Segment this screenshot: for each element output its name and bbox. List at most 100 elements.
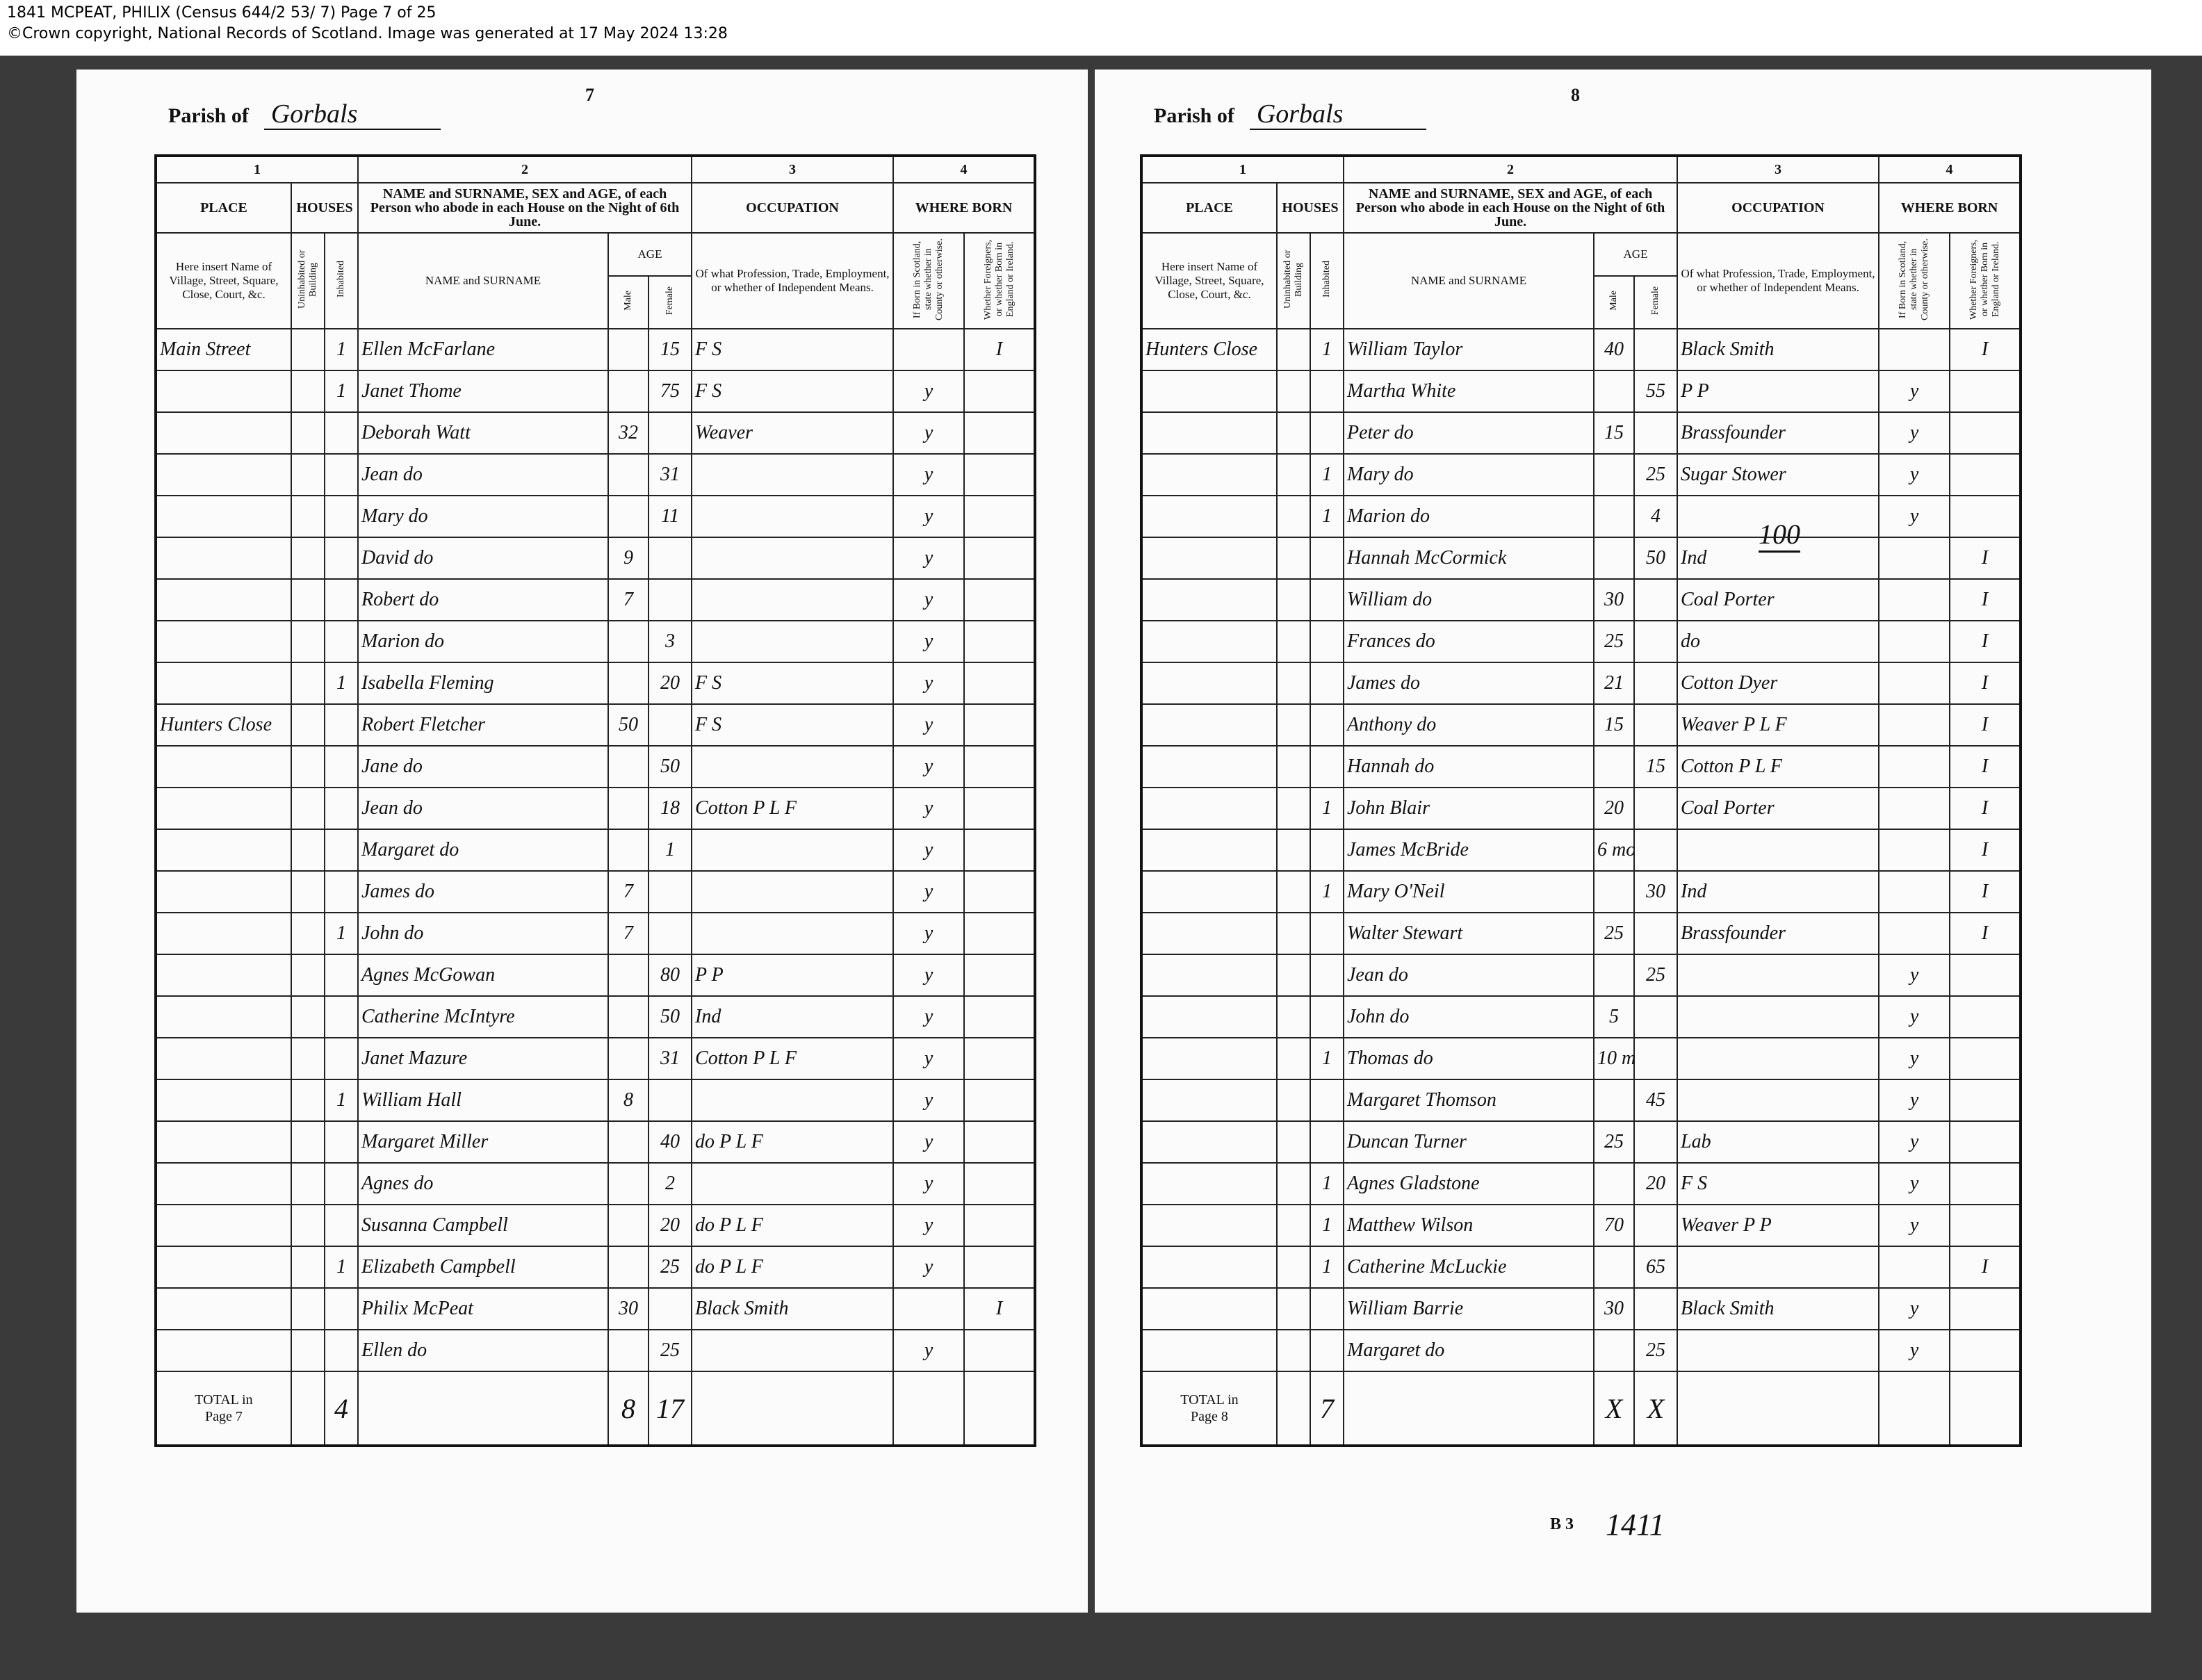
- female-cell: [1633, 1204, 1679, 1247]
- female-cell: 15: [1633, 745, 1679, 788]
- born-elsewhere-cell: [1949, 495, 2022, 538]
- occupation-cell: [691, 745, 895, 788]
- female-cell: 20: [647, 662, 693, 705]
- column-heading: Inhabited: [1310, 232, 1344, 329]
- occupation-cell: Cotton P L F: [691, 1037, 895, 1080]
- male-cell: [607, 370, 649, 413]
- male-cell: 7: [607, 912, 649, 955]
- inhabited-cell: [324, 703, 359, 747]
- occupation-cell: Weaver: [691, 411, 895, 455]
- total-cell: [1343, 1371, 1595, 1446]
- female-cell: 65: [1633, 1246, 1679, 1289]
- person-row: William do 30 Coal Porter I: [1141, 578, 2022, 621]
- person-row: James do 21 Cotton Dyer I: [1141, 662, 2022, 705]
- born-elsewhere-cell: I: [1949, 870, 2022, 913]
- total-cell: [291, 1371, 325, 1446]
- name-cell: Hannah McCormick: [1343, 537, 1595, 580]
- occupation-cell: [691, 578, 895, 621]
- total-cell: [357, 1371, 609, 1446]
- place-cell: [155, 1329, 292, 1372]
- uninhabited-cell: [1276, 370, 1311, 413]
- person-row: David do 9 y: [155, 537, 1036, 580]
- female-cell: 20: [647, 1204, 693, 1247]
- born-elsewhere-cell: [1949, 1037, 2022, 1080]
- male-cell: [607, 1162, 649, 1205]
- born-scotland-cell: y: [1878, 1287, 1951, 1330]
- female-cell: 75: [647, 370, 693, 413]
- total-label: TOTAL in: [195, 1392, 253, 1408]
- born-elsewhere-cell: [1949, 954, 2022, 997]
- place-cell: [155, 870, 292, 913]
- parish: Parish of Gorbals: [168, 99, 441, 130]
- female-cell: 45: [1633, 1079, 1679, 1122]
- name-cell: Agnes do: [357, 1162, 609, 1205]
- header-line: ©Crown copyright, National Records of Sc…: [7, 25, 728, 42]
- born-elsewhere-cell: [963, 745, 1036, 788]
- born-elsewhere-cell: I: [1949, 662, 2022, 705]
- name-cell: Jean do: [1343, 954, 1595, 997]
- occupation-cell: Brassfounder: [1677, 912, 1880, 955]
- uninhabited-cell: [1276, 995, 1311, 1038]
- uninhabited-cell: [291, 1204, 325, 1247]
- person-row: Hannah do 15 Cotton P L F I: [1141, 745, 2022, 788]
- inhabited-cell: [324, 411, 359, 455]
- place-cell: Hunters Close: [1141, 328, 1278, 371]
- heading-row: PLACE HOUSES NAME and SURNAME, SEX and AGE…: [155, 182, 1036, 234]
- name-cell: Isabella Fleming: [357, 662, 609, 705]
- inhabited-cell: [324, 787, 359, 830]
- uninhabited-cell: [291, 1037, 325, 1080]
- name-cell: Walter Stewart: [1343, 912, 1595, 955]
- person-row: 1 Catherine McLuckie 65 I: [1141, 1246, 2022, 1289]
- uninhabited-cell: [291, 1079, 325, 1122]
- born-elsewhere-cell: [1949, 1079, 2022, 1122]
- person-row: 1 John Blair 20 Coal Porter I: [1141, 787, 2022, 830]
- inhabited-cell: 1: [324, 1246, 359, 1289]
- inhabited-cell: [1310, 912, 1344, 955]
- female-cell: [647, 1079, 693, 1122]
- person-row: Philix McPeat 30 Black Smith I: [155, 1287, 1036, 1330]
- inhabited-cell: 1: [324, 912, 359, 955]
- female-cell: 25: [1633, 954, 1679, 997]
- name-cell: John do: [1343, 995, 1595, 1038]
- male-cell: [607, 453, 649, 496]
- name-cell: Marion do: [357, 620, 609, 663]
- male-cell: [607, 1246, 649, 1289]
- name-cell: Susanna Campbell: [357, 1204, 609, 1247]
- born-elsewhere-cell: [963, 620, 1036, 663]
- uninhabited-cell: [1276, 1287, 1311, 1330]
- born-elsewhere-cell: [1949, 411, 2022, 455]
- occupation-cell: P P: [1677, 370, 1880, 413]
- occupation-cell: Weaver P P: [1677, 1204, 1880, 1247]
- name-cell: Mary do: [357, 495, 609, 538]
- place-cell: [155, 787, 292, 830]
- person-row: Anthony do 15 Weaver P L F I: [1141, 703, 2022, 747]
- inhabited-cell: [1310, 1079, 1344, 1122]
- parish-name: Gorbals: [263, 99, 441, 130]
- born-elsewhere-cell: I: [963, 328, 1036, 371]
- female-cell: [1633, 995, 1679, 1038]
- column-heading: 4: [1878, 155, 2022, 184]
- uninhabited-cell: [1276, 829, 1311, 872]
- born-scotland-cell: [1878, 328, 1951, 371]
- person-row: Hannah McCormick 50 Ind I: [1141, 537, 2022, 580]
- born-scotland-cell: y: [1878, 1329, 1951, 1372]
- person-row: Margaret do 1 y: [155, 829, 1036, 872]
- inhabited-cell: [1310, 620, 1344, 663]
- column-heading: OCCUPATION: [691, 182, 895, 234]
- born-elsewhere-cell: [1949, 370, 2022, 413]
- occupation-cell: [691, 537, 895, 580]
- male-cell: 30: [607, 1287, 649, 1330]
- parish-name: Gorbals: [1249, 99, 1427, 130]
- occupation-cell: [1677, 495, 1880, 538]
- column-heading: Of what Profession, Trade, Employment, o…: [691, 232, 895, 329]
- occupation-cell: [1677, 1246, 1880, 1289]
- born-scotland-cell: y: [1878, 1120, 1951, 1164]
- name-cell: Margaret Thomson: [1343, 1079, 1595, 1122]
- name-cell: Anthony do: [1343, 703, 1595, 747]
- column-heading-text: Male: [623, 291, 633, 311]
- total-page: Page 7: [205, 1409, 243, 1424]
- male-cell: 40: [1593, 328, 1635, 371]
- male-cell: [1593, 1246, 1635, 1289]
